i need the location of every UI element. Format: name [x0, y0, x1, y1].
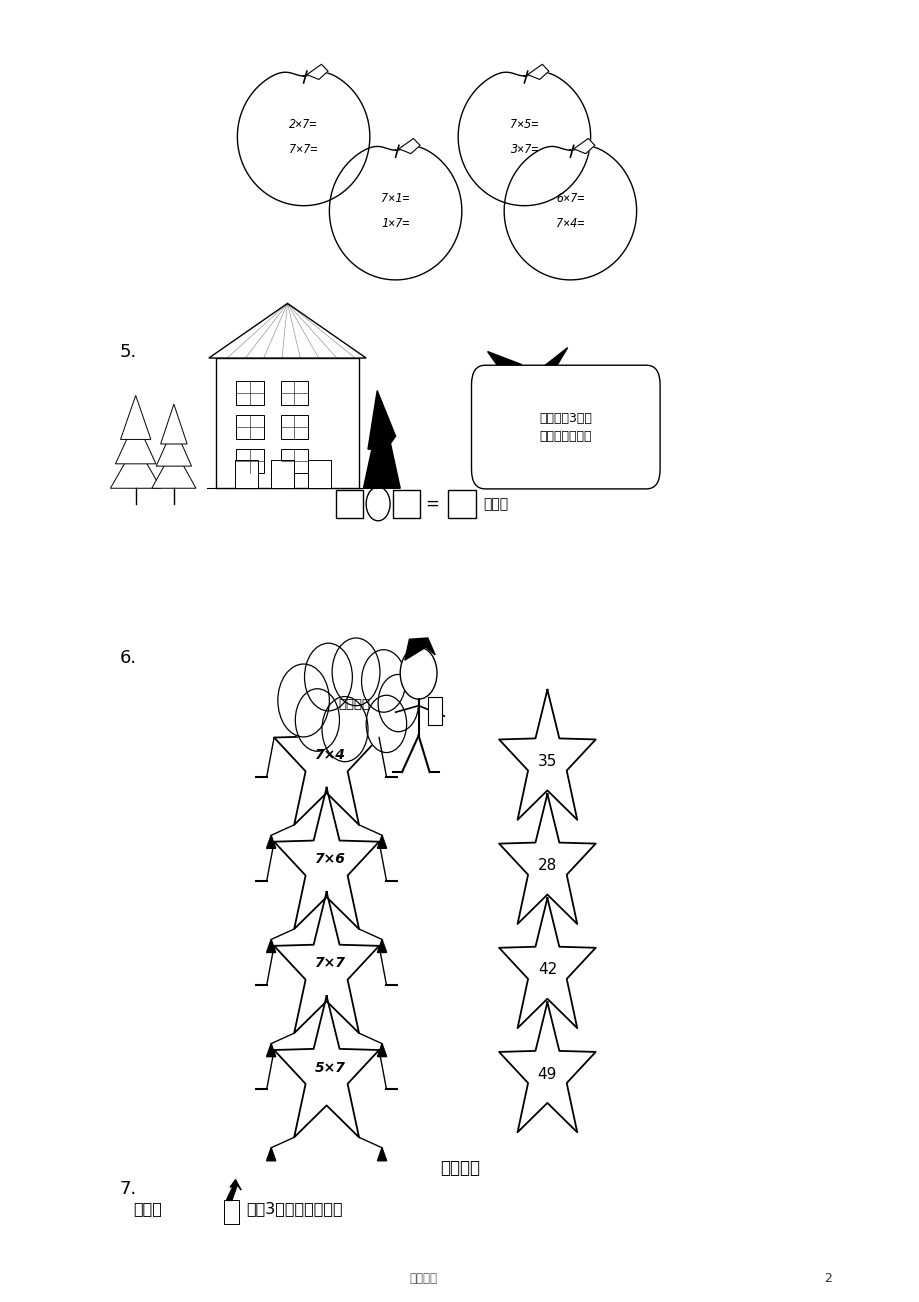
Circle shape [366, 695, 406, 753]
Polygon shape [274, 684, 379, 825]
Text: 培优作业: 培优作业 [439, 1159, 480, 1177]
Text: 7×1=: 7×1= [381, 191, 409, 204]
Polygon shape [487, 352, 521, 378]
Polygon shape [377, 836, 386, 849]
Polygon shape [120, 396, 151, 440]
Text: 找朋友。: 找朋友。 [338, 698, 369, 711]
Circle shape [361, 650, 405, 712]
Polygon shape [377, 940, 386, 953]
Polygon shape [267, 1148, 276, 1161]
Text: 6.: 6. [119, 648, 137, 667]
Text: 7×7: 7×7 [314, 957, 346, 970]
Bar [224, 1200, 239, 1224]
Text: （米）: （米） [482, 497, 507, 510]
Polygon shape [377, 1044, 386, 1057]
Polygon shape [504, 146, 636, 280]
Polygon shape [274, 892, 379, 1034]
Polygon shape [116, 419, 156, 464]
Text: 2: 2 [823, 1272, 831, 1285]
Text: 35: 35 [537, 754, 557, 769]
Bar [236, 415, 264, 439]
Bar [236, 449, 264, 473]
Polygon shape [499, 1003, 595, 1133]
Text: 7×4: 7×4 [314, 749, 346, 762]
Circle shape [278, 664, 329, 737]
Circle shape [295, 689, 339, 751]
Polygon shape [368, 391, 395, 449]
Polygon shape [363, 404, 400, 488]
Text: 7×7=: 7×7= [289, 143, 317, 156]
Bar [335, 490, 363, 518]
Bar [392, 490, 420, 518]
Text: 5×7: 5×7 [314, 1061, 346, 1074]
Text: 每层楼高3米，
这座楼高几米？: 每层楼高3米， 这座楼高几米？ [539, 411, 592, 443]
Polygon shape [267, 1044, 276, 1057]
Text: 精品文档: 精品文档 [409, 1272, 437, 1285]
Polygon shape [110, 444, 161, 488]
Circle shape [378, 674, 418, 732]
Circle shape [332, 638, 380, 706]
Bar [448, 490, 475, 518]
Polygon shape [267, 836, 276, 849]
Text: 6×7=: 6×7= [556, 191, 584, 204]
Circle shape [304, 643, 352, 711]
Text: 摆成3道乘法算式吗？: 摆成3道乘法算式吗？ [246, 1200, 343, 1216]
Text: 28: 28 [538, 858, 556, 874]
Polygon shape [267, 940, 276, 953]
Polygon shape [573, 138, 595, 154]
Polygon shape [499, 794, 595, 924]
Text: 5.: 5. [119, 342, 137, 361]
Polygon shape [404, 638, 435, 660]
Polygon shape [226, 1180, 241, 1200]
Polygon shape [152, 448, 196, 488]
Polygon shape [329, 146, 461, 280]
Polygon shape [399, 138, 420, 154]
Bar [280, 449, 308, 473]
FancyBboxPatch shape [471, 365, 659, 488]
Polygon shape [377, 1148, 386, 1161]
Text: 7×6: 7×6 [314, 853, 346, 866]
Polygon shape [505, 367, 551, 387]
Polygon shape [156, 426, 191, 466]
Polygon shape [237, 72, 369, 206]
Text: 7.: 7. [119, 1180, 137, 1198]
Text: 你能把: 你能把 [133, 1200, 162, 1216]
Bar [216, 358, 358, 488]
Text: 49: 49 [537, 1066, 557, 1082]
Polygon shape [499, 898, 595, 1029]
Text: 42: 42 [538, 962, 556, 978]
Text: 2×7=: 2×7= [289, 117, 317, 130]
Polygon shape [499, 690, 595, 820]
Text: 7×5=: 7×5= [510, 117, 538, 130]
Polygon shape [492, 378, 510, 395]
Polygon shape [542, 348, 567, 374]
Text: 3×7=: 3×7= [510, 143, 538, 156]
Polygon shape [274, 788, 379, 930]
Polygon shape [161, 404, 187, 444]
Bar [271, 460, 294, 488]
Text: 1×7=: 1×7= [381, 217, 409, 230]
Polygon shape [209, 303, 366, 358]
Bar [280, 415, 308, 439]
Polygon shape [307, 64, 328, 79]
Bar [308, 460, 331, 488]
Bar [427, 697, 441, 725]
Polygon shape [458, 72, 590, 206]
Bar [280, 381, 308, 405]
Text: =: = [425, 495, 439, 513]
Polygon shape [528, 64, 549, 79]
Circle shape [322, 697, 368, 762]
Text: 7×4=: 7×4= [556, 217, 584, 230]
Bar [234, 460, 257, 488]
Polygon shape [274, 996, 379, 1138]
Bar [236, 381, 264, 405]
Circle shape [400, 647, 437, 699]
